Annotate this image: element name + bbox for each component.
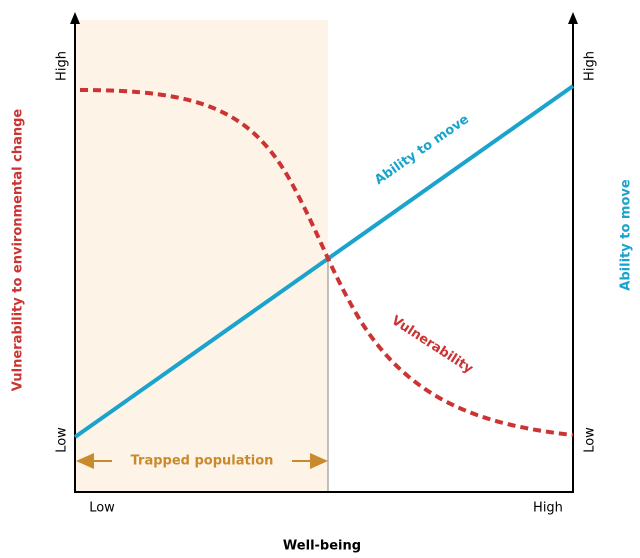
right-high: High — [583, 51, 598, 81]
vulnerability-label: Vulnerability — [389, 313, 476, 377]
right-axis-label: Ability to move — [619, 179, 634, 291]
right-low: Low — [583, 427, 598, 453]
x-high: High — [533, 501, 563, 516]
x-axis-label: Well-being — [283, 539, 361, 554]
left-axis-label: Vulnerability to environmental change — [11, 109, 26, 392]
left-arrow — [70, 12, 80, 24]
right-arrow — [568, 12, 578, 24]
vulnerability-curve — [79, 88, 574, 437]
trapped-region — [75, 20, 328, 492]
ability-label: Ability to move — [372, 112, 472, 188]
x-low: Low — [89, 501, 115, 516]
left-high: High — [55, 51, 70, 81]
ability-line — [73, 84, 575, 439]
left-low: Low — [55, 427, 70, 453]
region-label: Trapped population — [131, 454, 274, 469]
